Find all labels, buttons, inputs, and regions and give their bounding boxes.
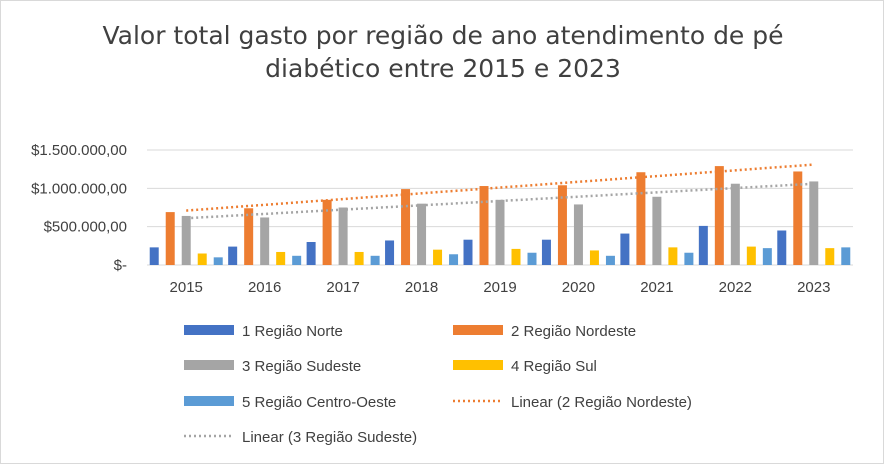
x-tick-label: 2016 <box>248 279 281 296</box>
bar-4-2018 <box>433 249 443 265</box>
bar-3-2015 <box>181 215 191 265</box>
bar-1-2021 <box>620 233 630 265</box>
x-tick-label: 2017 <box>326 279 359 296</box>
bar-5-2023 <box>841 247 851 265</box>
bar-2-2021 <box>636 172 646 265</box>
legend-label: 5 Região Centro-Oeste <box>242 394 396 411</box>
bar-3-2021 <box>652 196 662 265</box>
bar-5-2017 <box>370 255 380 265</box>
bar-3-2016 <box>260 217 270 265</box>
bar-1-2017 <box>306 242 316 265</box>
x-tick-label: 2018 <box>405 279 438 296</box>
legend-label: 3 Região Sudeste <box>242 358 361 375</box>
bar-2-2018 <box>401 189 411 265</box>
x-tick-label: 2021 <box>640 279 673 296</box>
bar-4-2023 <box>825 248 835 265</box>
x-tick-label: 2022 <box>719 279 752 296</box>
legend-label: Linear (2 Região Nordeste) <box>511 394 692 411</box>
y-axis-ticks: $- $500.000,00 $1.000.000,00 $1.500.000,00 <box>31 142 127 274</box>
bar-3-2020 <box>573 204 583 265</box>
bar-4-2019 <box>511 248 521 265</box>
bars <box>149 166 851 265</box>
bar-5-2016 <box>292 255 302 265</box>
bar-2-2023 <box>793 171 803 265</box>
legend-swatch <box>184 360 234 370</box>
bar-4-2021 <box>668 247 678 265</box>
chart-title: Valor total gasto por região de ano aten… <box>102 21 784 83</box>
bar-4-2016 <box>276 251 286 265</box>
x-tick-label: 2019 <box>483 279 516 296</box>
bar-5-2021 <box>684 252 694 265</box>
x-tick-label: 2020 <box>562 279 595 296</box>
bar-1-2015 <box>149 247 159 265</box>
legend-label: 2 Região Nordeste <box>511 323 636 340</box>
bar-1-2019 <box>463 239 473 265</box>
bar-3-2017 <box>338 207 348 265</box>
legend-label: 1 Região Norte <box>242 323 343 340</box>
bar-2-2019 <box>479 186 489 265</box>
y-tick-label: $1.000.000,00 <box>31 180 127 197</box>
bar-1-2020 <box>541 239 551 265</box>
bar-5-2018 <box>449 254 459 265</box>
y-tick-label: $1.500.000,00 <box>31 142 127 159</box>
bar-4-2022 <box>746 246 756 265</box>
bar-1-2016 <box>228 246 238 265</box>
bar-3-2023 <box>809 181 819 265</box>
bar-2-2020 <box>557 185 567 265</box>
bar-2-2017 <box>322 199 332 265</box>
legend-swatch <box>453 325 503 335</box>
x-tick-label: 2015 <box>170 279 203 296</box>
bar-5-2020 <box>605 255 615 265</box>
bar-2-2022 <box>714 166 724 265</box>
bar-1-2018 <box>385 240 395 265</box>
y-tick-label: $- <box>114 257 127 274</box>
bar-5-2022 <box>762 248 772 265</box>
y-tick-label: $500.000,00 <box>44 219 127 236</box>
bar-3-2018 <box>417 203 427 265</box>
bar-1-2023 <box>777 230 787 265</box>
x-tick-label: 2023 <box>797 279 830 296</box>
bar-3-2022 <box>730 183 740 265</box>
legend-swatch <box>184 396 234 406</box>
bar-1-2022 <box>698 225 708 265</box>
legend-label: 4 Região Sul <box>511 358 597 375</box>
bar-5-2015 <box>213 257 223 265</box>
bar-4-2017 <box>354 251 364 265</box>
bar-5-2019 <box>527 252 537 265</box>
bar-4-2020 <box>589 250 599 265</box>
x-axis-ticks: 2015 2016 2017 2018 2019 2020 2021 2022 2023 <box>170 279 831 296</box>
legend-swatch <box>184 325 234 335</box>
legend: 1 Região Norte 2 Região Nordeste 3 Região … <box>184 323 692 446</box>
legend-label: Linear (3 Região Sudeste) <box>242 429 417 446</box>
bar-2-2016 <box>244 208 254 265</box>
bar-2-2015 <box>165 212 175 265</box>
legend-swatch <box>453 360 503 370</box>
bar-4-2015 <box>197 253 207 265</box>
bar-3-2019 <box>495 199 505 265</box>
